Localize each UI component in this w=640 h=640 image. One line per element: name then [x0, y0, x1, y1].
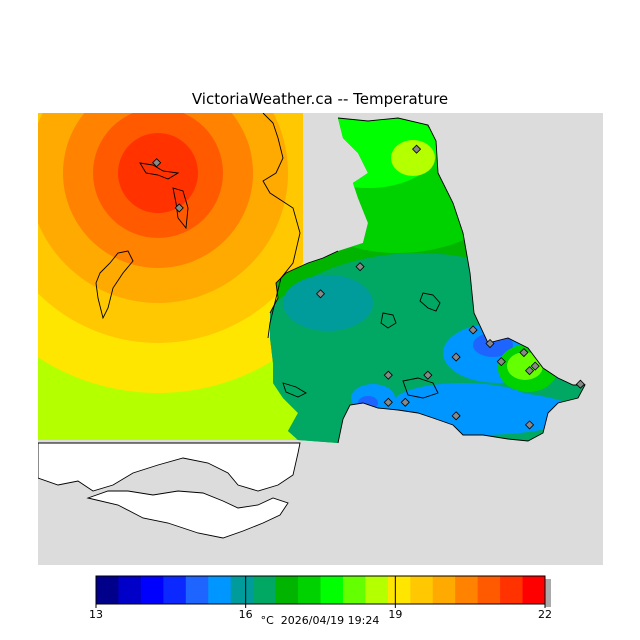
- station-5-marker: [315, 289, 326, 299]
- station-15-marker: [524, 366, 535, 376]
- scale-swatch-13: [387, 576, 411, 604]
- station-11-marker: [468, 325, 478, 335]
- lower-landmass: [38, 442, 301, 492]
- station-2-marker: [174, 203, 184, 213]
- scale-swatch-1: [118, 576, 142, 604]
- scale-swatch-17: [477, 576, 501, 604]
- scale-label-13: 13: [89, 608, 103, 621]
- scale-swatch-3: [163, 576, 187, 604]
- scale-swatch-16: [455, 576, 479, 604]
- station-8-marker: [400, 397, 410, 407]
- saanich-peninsula: [402, 377, 439, 399]
- scale-label-19: 19: [388, 608, 402, 621]
- gulf-island-2: [380, 312, 397, 329]
- scale-label-22: 22: [538, 608, 552, 621]
- station-12-marker: [485, 338, 495, 349]
- station-7-marker: [383, 397, 393, 407]
- small-island-west: [95, 250, 134, 320]
- scale-swatch-8: [275, 576, 299, 604]
- island-coastline: [337, 117, 586, 444]
- color-swatches: [95, 575, 551, 607]
- scale-swatch-14: [410, 576, 434, 604]
- temperature-map: [38, 113, 603, 565]
- scale-swatch-7: [253, 576, 277, 604]
- mainland-white-area: [38, 442, 301, 539]
- station-markers: [152, 144, 585, 430]
- station-14-marker: [519, 347, 529, 358]
- west-temperature-field: [38, 113, 303, 440]
- scale-swatch-2: [140, 576, 164, 604]
- texada-island: [139, 162, 180, 180]
- station-1-marker: [152, 158, 162, 168]
- color-scale: 13 16 19 22: [89, 575, 552, 621]
- coastlines: [95, 113, 586, 444]
- page-title: VictoriaWeather.ca -- Temperature: [191, 90, 449, 108]
- scale-swatch-9: [298, 576, 321, 604]
- unit-label: °C: [260, 614, 274, 627]
- lower-peninsula: [86, 490, 289, 539]
- scale-swatch-0: [96, 576, 119, 604]
- timestamp-label: 2026/04/19 19:24: [280, 614, 380, 627]
- station-4-marker: [355, 262, 365, 272]
- station-10-marker: [451, 352, 461, 362]
- scale-swatch-10: [320, 576, 344, 604]
- scale-swatch-18: [500, 576, 524, 604]
- inlet-coastline: [269, 250, 339, 314]
- lasqueti-island: [172, 187, 189, 230]
- scale-swatch-19: [522, 576, 546, 604]
- station-16-marker: [530, 361, 540, 371]
- mainland-coastline: [262, 113, 301, 339]
- scale-ticks: 13 16 19 22: [89, 576, 552, 621]
- station-6-marker: [383, 370, 393, 380]
- scale-shadow: [545, 579, 551, 607]
- scale-swatch-6: [230, 576, 254, 604]
- station-17-marker: [575, 379, 585, 389]
- scale-label-16: 16: [239, 608, 253, 621]
- station-13-marker: [496, 357, 506, 367]
- gulf-island-1: [419, 292, 441, 312]
- scale-swatch-11: [342, 576, 366, 604]
- station-3-marker: [411, 144, 422, 154]
- gulf-island-3: [282, 382, 307, 398]
- unit-timestamp: °C 2026/04/19 19:24: [0, 614, 640, 627]
- station-18-marker: [451, 411, 461, 421]
- scale-swatch-4: [185, 576, 209, 604]
- scale-swatch-12: [365, 576, 389, 604]
- station-19-marker: [524, 420, 535, 430]
- scale-swatch-15: [432, 576, 456, 604]
- scale-swatch-5: [208, 576, 232, 604]
- station-9-marker: [423, 370, 433, 380]
